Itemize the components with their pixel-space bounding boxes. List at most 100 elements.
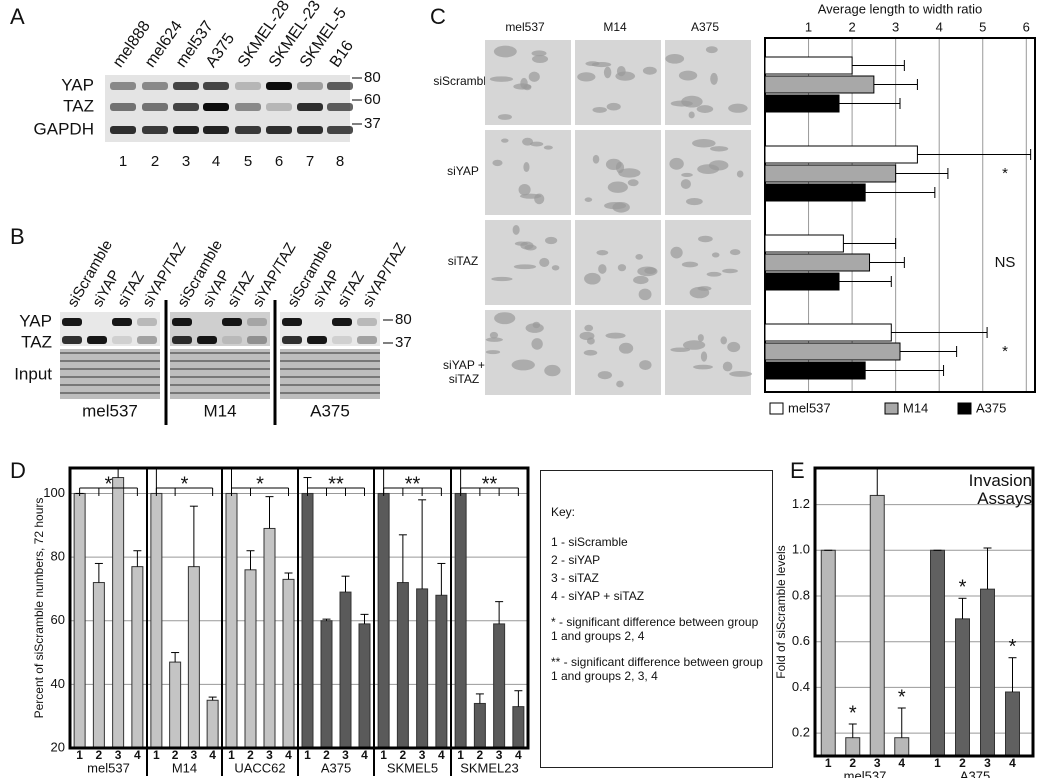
cell [688, 111, 695, 119]
bar [894, 737, 910, 757]
legend-label: A375 [976, 400, 1006, 415]
bar-number: 4 [361, 748, 368, 762]
cell [722, 361, 733, 372]
cell [642, 66, 657, 75]
band [282, 318, 302, 326]
bar-number: 2 [247, 748, 254, 762]
band [327, 103, 353, 111]
lane-number: 6 [275, 153, 283, 170]
cell-line: mel537 [82, 401, 138, 420]
group-label: mel537 [87, 760, 130, 775]
bar [764, 56, 853, 75]
band [62, 318, 82, 326]
legend-swatch [957, 402, 972, 415]
cell-line: M14 [203, 401, 236, 420]
cell [692, 139, 716, 148]
y-tick-label: 0.6 [792, 633, 810, 648]
bar-number: 4 [1009, 756, 1016, 770]
bar [225, 492, 238, 749]
band [222, 318, 242, 326]
band [332, 336, 352, 344]
marker-label: 60 [364, 91, 381, 108]
band [307, 336, 327, 344]
input-blot [280, 349, 380, 399]
cell [729, 249, 741, 256]
bar [187, 566, 200, 749]
cell [693, 364, 713, 370]
y-tick-label: 80 [51, 549, 65, 564]
input-blot [60, 349, 160, 399]
key-item: ** - significant difference between grou… [551, 655, 763, 683]
y-tick-label: 100 [43, 485, 65, 500]
column-label: A375 [691, 20, 719, 34]
cell [736, 170, 744, 178]
input-blot [170, 349, 270, 399]
cell [669, 157, 684, 170]
cell [639, 360, 652, 370]
cell [596, 250, 609, 256]
bar-number: 2 [477, 748, 484, 762]
bar [764, 361, 866, 380]
band [142, 82, 168, 90]
cell [551, 265, 560, 271]
cell [494, 312, 516, 325]
bar-number: 4 [515, 748, 522, 762]
band [142, 103, 168, 111]
row-label: TAZ [21, 332, 52, 351]
cell [635, 254, 643, 260]
cell [618, 168, 641, 178]
band [112, 318, 132, 326]
legend-swatch [769, 402, 784, 415]
bar [320, 620, 333, 749]
bar [454, 492, 467, 749]
bar-number: 1 [228, 748, 235, 762]
band [142, 126, 168, 134]
bar [112, 477, 125, 749]
bar [92, 582, 105, 749]
bar [764, 272, 840, 291]
bar [244, 569, 257, 749]
band [266, 126, 292, 134]
cell [606, 102, 621, 111]
row-label: Input [14, 364, 52, 383]
cell [720, 336, 728, 345]
band [137, 318, 157, 326]
legend-swatch [884, 402, 899, 415]
y-axis-title: Fold of siScramble levels [774, 545, 788, 678]
x-tick-label: 5 [979, 19, 986, 34]
bar [764, 342, 901, 361]
row-label: GAPDH [34, 119, 94, 138]
cell [710, 146, 729, 152]
bar [339, 591, 352, 749]
group-label: A375 [321, 760, 351, 775]
cell [616, 380, 624, 388]
row-label: YAP [19, 311, 52, 330]
group-label: UACC62 [234, 760, 285, 775]
column-label: mel537 [505, 20, 545, 34]
panel-label: E [790, 458, 805, 483]
y-tick-label: 1.0 [792, 542, 810, 557]
cell [514, 241, 528, 246]
bar [263, 527, 276, 749]
bar-number: 4 [285, 748, 292, 762]
bar-number: 3 [266, 748, 273, 762]
bar-number: 2 [172, 748, 179, 762]
bar [764, 145, 918, 164]
bar-number: 3 [874, 756, 881, 770]
cell [711, 252, 720, 258]
band [235, 126, 261, 134]
band [327, 126, 353, 134]
cell [524, 244, 537, 251]
y-tick-label: 0.2 [792, 725, 810, 740]
bar [416, 588, 429, 749]
bar-number: 4 [438, 748, 445, 762]
group-label: A375 [960, 768, 990, 778]
cell [627, 179, 639, 187]
legend-label: mel537 [788, 400, 831, 415]
band [297, 103, 323, 111]
band [203, 103, 229, 111]
significance: * [256, 473, 264, 495]
cell [706, 271, 722, 277]
band [203, 126, 229, 134]
cell [531, 338, 543, 350]
